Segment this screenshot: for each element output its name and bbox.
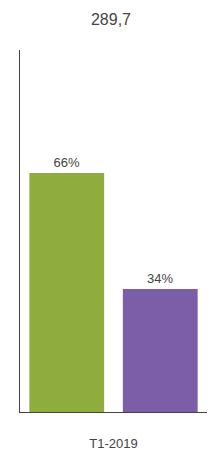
svg-text:66%: 66% bbox=[54, 155, 80, 170]
svg-text:T1-2019: T1-2019 bbox=[89, 436, 137, 451]
svg-text:34%: 34% bbox=[147, 271, 173, 286]
svg-text:289,7: 289,7 bbox=[91, 11, 131, 28]
